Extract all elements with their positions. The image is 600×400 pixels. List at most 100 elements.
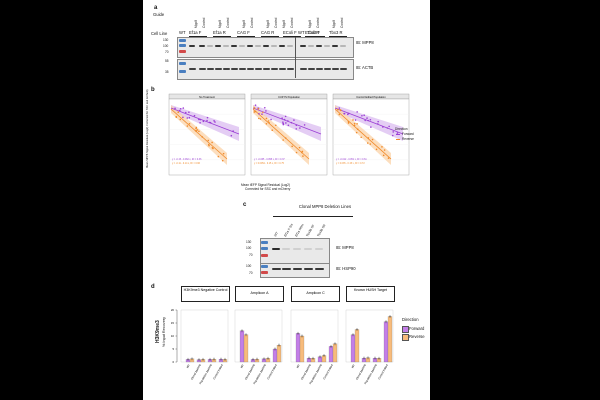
reverse-ribbon [171,105,227,165]
ladder-band [179,50,186,53]
ladder-band [179,62,186,65]
mpp8-band [255,45,261,48]
hsp90-band [293,268,302,271]
guide-label-item: Mpp8 [308,20,312,28]
reverse-point [353,124,356,127]
data-point [323,355,325,356]
forward-point [174,107,176,110]
x-category-label: WT [239,363,245,369]
mpp8-band [223,45,229,48]
forward-point [193,114,196,117]
reverse-point [360,136,363,139]
forward-point [370,126,372,128]
forward-fit-line [252,107,322,135]
data-point [209,358,211,360]
hsp90-band [272,268,281,271]
cell-line-item: CAG F [237,30,250,35]
mpp8-band [189,45,195,48]
forward-point [270,118,272,121]
data-point [356,329,358,330]
data-point [278,344,280,346]
mpp8-band-c [304,248,312,251]
facet-title: Control Edited Population [356,95,386,99]
forward-bar [239,330,245,363]
y-tick-label: 0 [172,360,174,364]
cell-line-underline [261,36,279,37]
panel-a-letter: a [154,5,158,11]
forward-point [178,109,181,112]
lane-label: Tbx3b 5R [316,223,327,238]
reverse-point [222,152,225,155]
panel-b-letter: b [151,87,155,93]
reverse-equation: y = 0.0054 - 0.15 x, R² = 0.75 [254,162,285,165]
group-label-negative-control: H3K9me3 Negative Control [181,286,230,302]
mw-marker: 130 [246,240,252,244]
forward-point [263,106,266,109]
cell-line-item: Ef1a F [189,30,202,35]
reverse-point [198,130,200,133]
actb-band [199,68,206,71]
data-point [363,357,365,359]
reverse-point [211,141,213,144]
mpp8-band [279,45,285,48]
reverse-point [367,137,370,139]
actb-band [340,68,347,71]
guide-label-item: Control [316,17,320,28]
reverse-point [282,139,284,141]
scatter-plots: No Treatment y = -0.15 - 0.062 x, R² = 0.… [168,93,410,176]
legend-forward-label-d: Forward [409,326,425,331]
reverse-bar [299,335,305,363]
actb-band [215,68,222,71]
reverse-point [195,130,198,132]
mpp8-band [340,45,346,48]
forward-point [343,112,346,115]
y-tick-label: 10 [171,334,175,338]
forward-ribbon [171,105,239,141]
ladder-band [179,44,186,47]
ladder-band [261,265,268,268]
reverse-point [338,113,341,116]
forward-point [284,115,287,118]
forward-point [386,127,389,129]
forward-point [346,113,349,116]
facet-title: No Treatment [199,95,215,99]
mw-marker: 70 [249,271,253,275]
forward-point [232,130,234,132]
forward-equation: y = -0.15 - 0.062 x, R² = 0.36 [172,158,202,161]
data-point [297,332,299,334]
data-point [374,357,376,359]
forward-point [186,117,189,119]
forward-point [290,121,293,124]
reverse-bar [354,329,360,363]
actb-band [279,68,286,71]
forward-point [209,121,212,124]
actb-band [207,68,214,71]
data-point [267,357,269,359]
reverse-equation: y = 0.035 - 0.15 x, R² = 0.72 [336,162,365,165]
mpp8-band [199,45,205,48]
facet-title: CUFYS Population [278,95,300,99]
x-category-label: Clonal ΔMPP8 [244,363,256,381]
legend-reverse-label-d: Reverse [409,334,425,339]
forward-point [182,116,184,119]
reverse-point [375,148,378,151]
forward-point [184,111,187,114]
reverse-point [356,123,358,125]
reverse-point [186,125,189,127]
ib-mpp8-label: IB: MPP8 [356,40,374,45]
group-label-text: Amplicon C [306,291,325,295]
lane-label: WT [273,231,280,238]
reverse-point [217,155,220,158]
actb-band [231,68,238,71]
reverse-point [337,108,339,111]
guide-label-item: Control [340,17,344,28]
forward-point [230,134,233,137]
cell-line-item: EColi F [283,30,297,35]
forward-point [258,113,260,115]
reverse-point [221,159,224,162]
forward-point [265,110,267,112]
legend-reverse-swatch-d [402,334,409,341]
forward-bar [328,346,334,363]
cell-line-item: Tbx3 R [329,30,343,35]
